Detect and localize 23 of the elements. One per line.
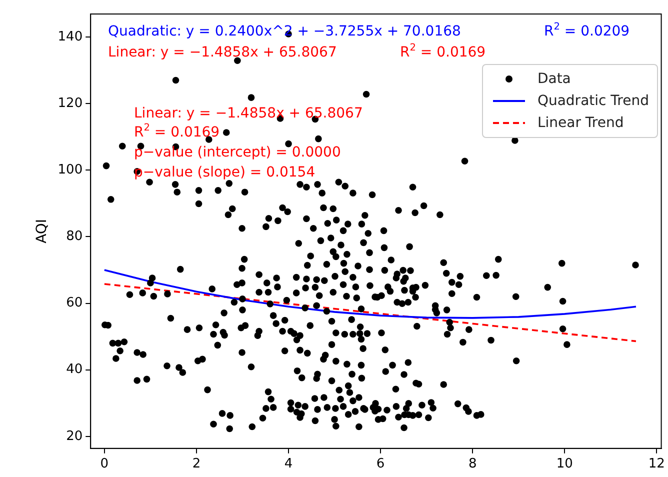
legend-label: Linear Trend <box>537 115 624 131</box>
legend-label: Quadratic Trend <box>537 93 649 109</box>
y-tick-label: 40 <box>66 362 83 378</box>
annotation: Linear: y = −1.4858x + 65.8067 <box>108 44 337 61</box>
x-tick-label: 4 <box>284 456 293 472</box>
y-tick-label: 80 <box>66 229 83 244</box>
y-tick-label: 120 <box>58 96 83 111</box>
annotation: Quadratic: y = 0.2400x^2 + −3.7255x + 70.0168 <box>108 24 461 40</box>
legend-label: Data <box>537 71 571 87</box>
x-tick-label: 2 <box>192 456 201 472</box>
y-tick-label: 60 <box>66 296 83 311</box>
annotation: p−value (intercept) = 0.0000 <box>134 144 341 161</box>
y-axis-title: AQI <box>34 218 50 244</box>
x-tick-label: 0 <box>100 456 109 472</box>
x-tick-label: 12 <box>648 456 665 472</box>
y-tick-label: 100 <box>58 162 83 178</box>
y-tick-label: 20 <box>66 428 83 444</box>
x-tick-label: 8 <box>468 456 477 472</box>
annotation: p−value (slope) = 0.0154 <box>134 164 316 181</box>
x-tick-label: 6 <box>376 456 385 472</box>
y-tick-label: 140 <box>58 29 83 44</box>
x-tick-label: 10 <box>556 456 573 472</box>
annotation: Linear: y = −1.4858x + 65.8067 <box>134 106 363 122</box>
